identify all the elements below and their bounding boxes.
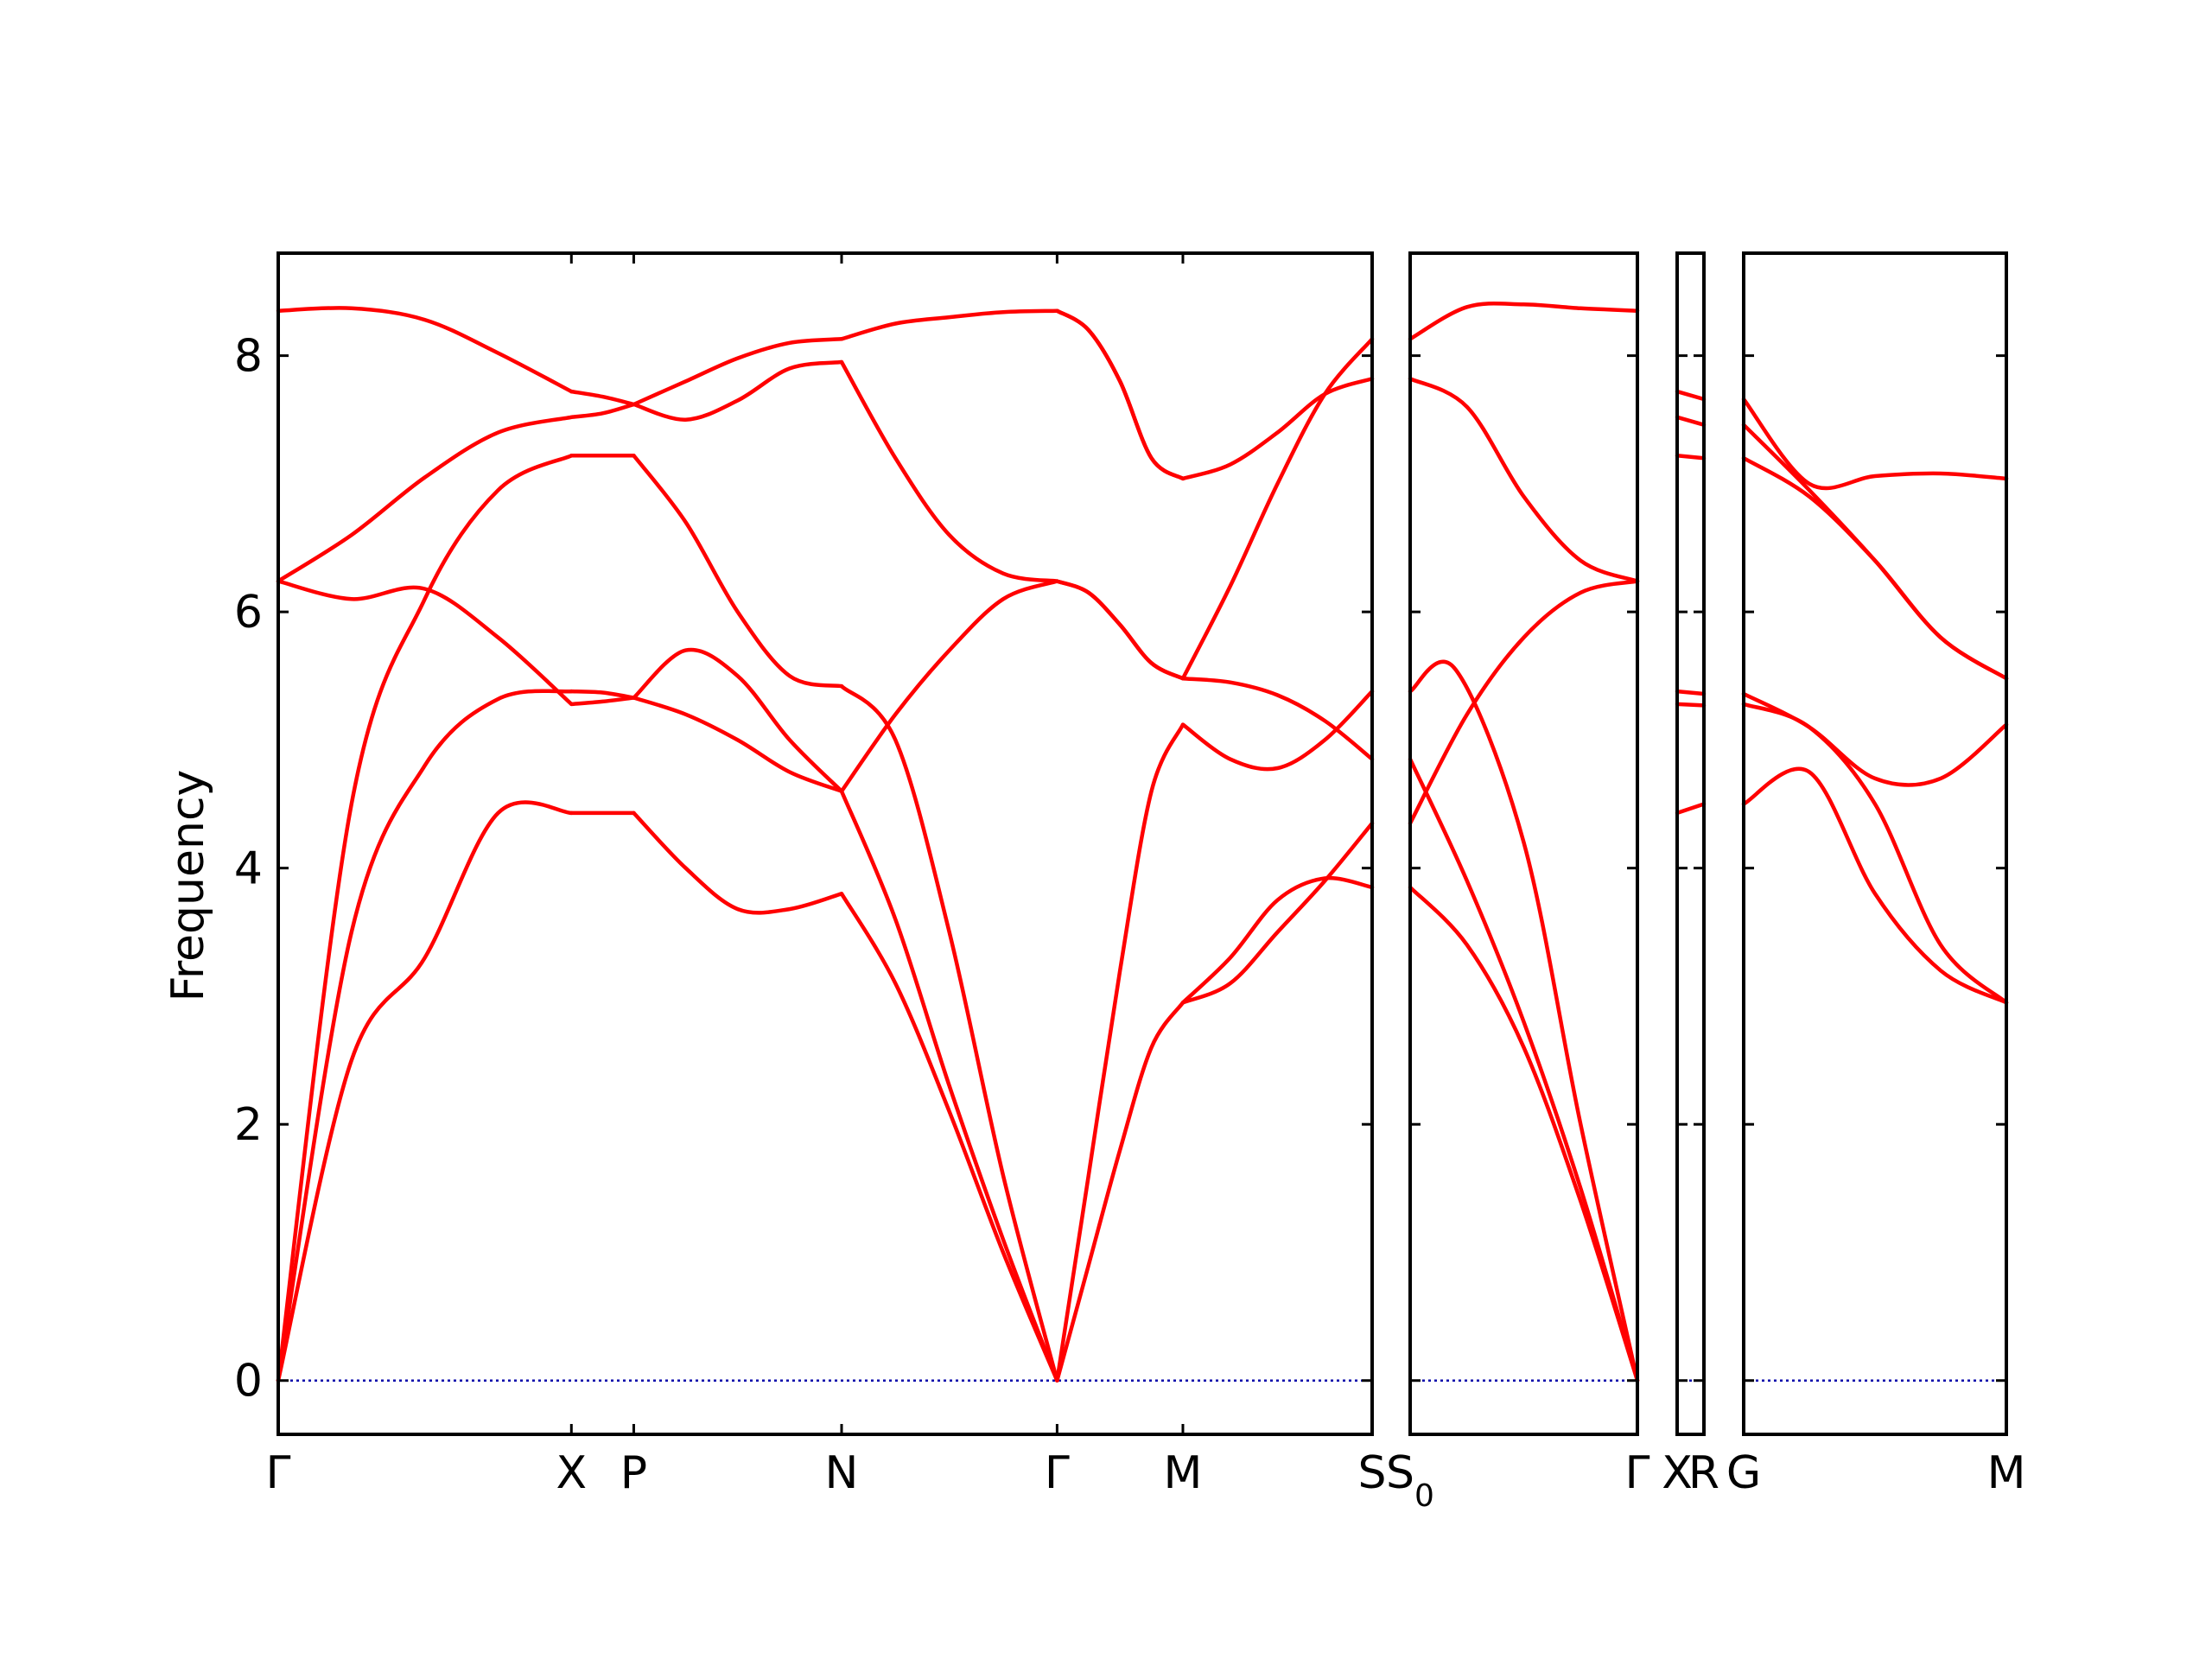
- band-line-S₀-Γ-1: [1408, 885, 1640, 1382]
- band-line-N-Γ-4: [839, 579, 1059, 793]
- y-tick-label: 0: [234, 1356, 263, 1408]
- band-line-M-S-2: [1180, 821, 1375, 1005]
- band-line-G-M-4: [1741, 455, 2009, 681]
- y-tick-label: 6: [234, 587, 263, 639]
- band-line-X-R-5: [1675, 415, 1707, 427]
- band-line-X-R-4: [1675, 454, 1707, 461]
- band-line-M-S-3: [1180, 689, 1375, 772]
- panel-main: 0 2 4 6 8 Γ X P N Γ M S: [234, 251, 1387, 1499]
- band-line-G-M-3: [1741, 691, 2009, 787]
- band-line-Γ-X-3: [276, 454, 574, 1382]
- band-line-Γ-M-1: [1055, 1001, 1185, 1382]
- x-tick-label: X: [556, 1447, 587, 1499]
- band-line-X-R-6: [1675, 389, 1707, 402]
- band-line-S₀-Γ-2: [1408, 757, 1640, 1382]
- band-line-P-N-6: [632, 337, 844, 407]
- band-line-N-Γ-1: [839, 892, 1059, 1382]
- band-line-X-R-1: [1675, 802, 1707, 816]
- band-line-Γ-X-4: [276, 579, 574, 707]
- band-line-S₀-Γ-6: [1408, 301, 1640, 341]
- x-tick-label: R: [1688, 1447, 1719, 1499]
- y-axis-label: Frequency: [162, 770, 214, 1002]
- band-line-M-S-4: [1180, 676, 1375, 761]
- x-tick-label: S0: [1386, 1447, 1434, 1514]
- band-line-P-N-4: [632, 647, 844, 793]
- band-line-Γ-X-1: [276, 800, 574, 1382]
- x-tick-label: N: [825, 1447, 859, 1499]
- y-tick-label: 4: [234, 843, 263, 895]
- panel-x-r: XR: [1662, 251, 1719, 1499]
- x-tick-label: S: [1357, 1447, 1386, 1499]
- axes-frame: [276, 251, 1374, 1436]
- band-line-X-P-6: [569, 389, 636, 407]
- band-line-M-S-6: [1180, 377, 1375, 481]
- band-line-Γ-X-6: [276, 306, 574, 394]
- x-tick-label: Γ: [1045, 1447, 1070, 1499]
- x-tick-label: M: [1164, 1447, 1203, 1499]
- band-line-N-Γ-5: [839, 359, 1059, 583]
- band-line-S₀-Γ-3: [1408, 659, 1640, 1382]
- band-line-X-P-5: [569, 402, 636, 420]
- band-line-Γ-X-5: [276, 415, 574, 583]
- band-line-Γ-M-6: [1055, 308, 1185, 481]
- band-line-M-S-1: [1180, 875, 1375, 1005]
- band-line-N-Γ-6: [839, 308, 1059, 341]
- band-line-G-M-1: [1741, 766, 2009, 1005]
- x-tick-label: X: [1662, 1447, 1693, 1499]
- band-line-N-Γ-2: [839, 789, 1059, 1382]
- axes-frame: [1742, 251, 2008, 1436]
- band-line-P-N-3: [632, 454, 844, 689]
- band-line-N-Γ-3: [839, 683, 1059, 1382]
- band-line-X-R-2: [1675, 702, 1707, 708]
- panel-s0-gamma: S0 Γ: [1386, 251, 1650, 1514]
- band-line-G-M-2: [1741, 702, 2009, 1005]
- y-tick-label: 8: [234, 331, 263, 383]
- band-line-Γ-M-3: [1055, 579, 1185, 681]
- x-tick-label: Γ: [266, 1447, 291, 1499]
- band-line-S₀-Γ-5: [1408, 377, 1640, 583]
- band-line-Γ-X-2: [276, 689, 574, 1382]
- axes-frame: [1408, 251, 1639, 1436]
- band-line-P-N-1: [632, 810, 844, 915]
- band-line-Γ-M-4: [1055, 579, 1185, 681]
- x-tick-label: G: [1726, 1447, 1761, 1499]
- band-line-X-P-4: [569, 696, 636, 707]
- band-line-S₀-Γ-4: [1408, 579, 1640, 826]
- axes-frame: [1675, 251, 1706, 1436]
- band-line-M-S-5: [1180, 337, 1375, 681]
- x-tick-label: Γ: [1625, 1447, 1650, 1499]
- band-line-G-M-6: [1741, 397, 2009, 491]
- band-line-P-N-2: [632, 696, 844, 793]
- x-tick-label: M: [1987, 1447, 2026, 1499]
- band-line-Γ-M-2: [1055, 722, 1185, 1382]
- band-line-P-N-5: [632, 359, 844, 422]
- band-line-X-R-3: [1675, 689, 1707, 696]
- x-tick-label: P: [620, 1447, 647, 1499]
- band-line-Γ-M-5: [1055, 308, 1185, 481]
- y-tick-label: 2: [234, 1099, 263, 1151]
- band-line-X-P-2: [569, 689, 636, 700]
- band-line-G-M-5: [1741, 423, 2009, 681]
